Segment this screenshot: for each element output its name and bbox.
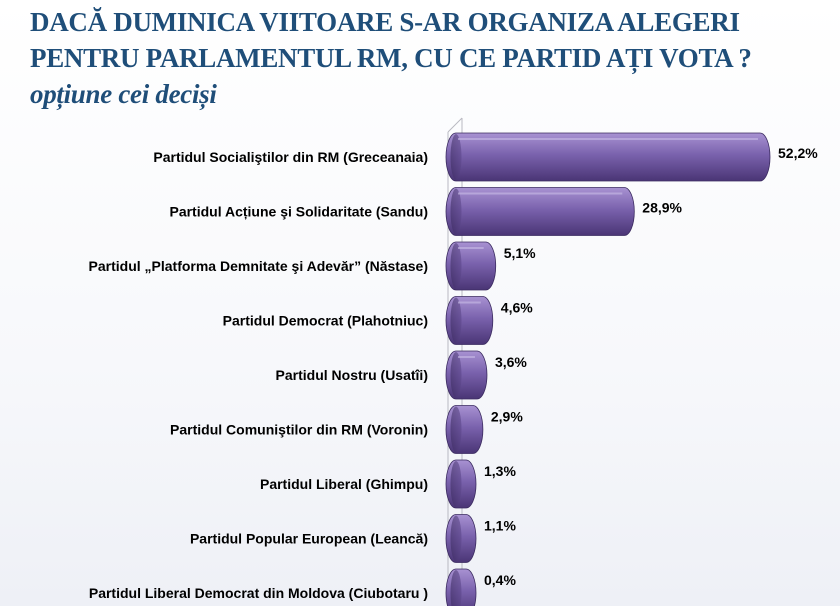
category-label: Partidul Liberal (Ghimpu) — [260, 476, 428, 492]
bar-start-cap — [450, 461, 462, 507]
category-label: Partidul Acțiune şi Solidaritate (Sandu) — [169, 204, 428, 220]
value-label: 1,3% — [484, 463, 516, 479]
bar-start-cap — [450, 188, 462, 235]
bar-body — [445, 187, 635, 236]
bar-start-cap — [450, 570, 462, 606]
bar-start-cap — [450, 352, 462, 398]
bar-start-cap — [450, 243, 462, 289]
category-labels: Partidul Socialiştilor din RM (Greceanai… — [89, 149, 428, 601]
chart-title-sub: opțiune cei deciși — [30, 79, 217, 109]
value-label: 4,6% — [501, 300, 533, 316]
bar-start-cap — [450, 515, 462, 562]
category-label: Partidul Democrat (Plahotniuc) — [223, 313, 428, 329]
bar — [445, 296, 494, 345]
bar-start-cap — [450, 297, 462, 344]
value-label: 28,9% — [642, 200, 682, 216]
value-label: 0,4% — [484, 572, 516, 588]
bar — [445, 241, 497, 291]
bar — [445, 132, 771, 182]
axis-top-diagonal — [447, 117, 463, 133]
category-label: Partidul „Platforma Demnitate şi Adevăr”… — [89, 258, 428, 274]
bar — [445, 187, 635, 236]
category-label: Partidul Nostru (Usatîi) — [276, 367, 428, 383]
category-label: Partidul Popular European (Leancă) — [190, 531, 428, 547]
bar — [445, 350, 488, 400]
bar — [445, 459, 477, 509]
value-labels: 52,2% 28,9% 5,1% 4,6% 3,6% 2,9% 1,3% 1,1% 0,4% — [484, 145, 818, 588]
category-label: Partidul Socialiştilor din RM (Greceanai… — [153, 149, 428, 165]
value-label: 52,2% — [778, 145, 818, 161]
value-label: 3,6% — [495, 354, 527, 370]
category-label: Partidul Liberal Democrat din Moldova (C… — [89, 585, 428, 601]
bar — [445, 568, 477, 606]
value-label: 5,1% — [504, 245, 536, 261]
value-label: 2,9% — [491, 409, 523, 425]
chart-title-main: DACĂ DUMINICA VIITOARE S-AR ORGANIZA ALE… — [30, 7, 752, 73]
bar-body — [445, 132, 771, 182]
bar — [445, 405, 484, 454]
bar — [445, 514, 477, 563]
category-label: Partidul Comuniştilor din RM (Voronin) — [170, 422, 428, 438]
chart-title: DACĂ DUMINICA VIITOARE S-AR ORGANIZA ALE… — [30, 4, 830, 112]
bars-group — [445, 132, 771, 606]
value-label: 1,1% — [484, 518, 516, 534]
bar-start-cap — [450, 406, 462, 453]
bar-start-cap — [450, 134, 462, 180]
